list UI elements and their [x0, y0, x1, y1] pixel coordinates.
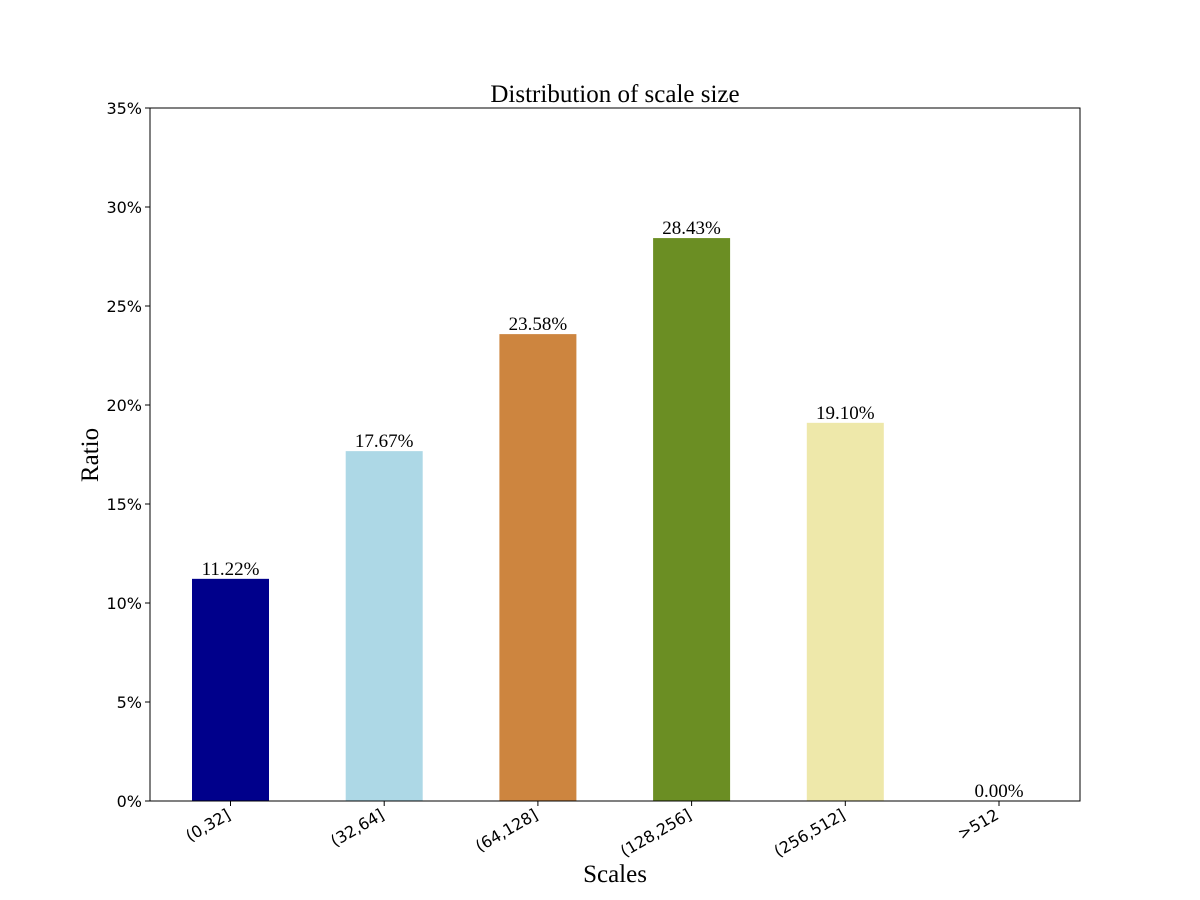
x-axis-ticks: (0,32] (32,64] (64,128] (128,256] (256,512] >…	[182, 801, 1002, 861]
bar	[653, 238, 731, 802]
x-tick-label: (128,256]	[617, 805, 695, 861]
y-tick-label: 25%	[106, 297, 142, 316]
y-tick-label: 15%	[106, 495, 142, 514]
bar-value-label: 19.10%	[816, 403, 875, 424]
x-tick-label: (64,128]	[472, 805, 541, 856]
y-axis-title: Ratio	[77, 428, 104, 482]
bar	[192, 578, 269, 801]
x-tick-label: (0,32]	[182, 805, 233, 846]
bar-value-label: 28.43%	[662, 218, 721, 239]
y-tick-label: 0%	[117, 792, 142, 811]
y-tick-label: 10%	[106, 594, 142, 613]
bar-value-label: 11.22%	[202, 559, 260, 580]
bar	[345, 451, 423, 801]
y-axis-ticks: 0% 5% 10% 15% 20% 25% 30% 35%	[106, 99, 150, 811]
plot-frame	[149, 107, 1081, 802]
plot-area: 11.22% 17.67% 23.58% 28.43% 19.10% 0.00%	[192, 218, 1024, 802]
x-tick-label: (256,512]	[771, 805, 849, 861]
y-tick-label: 35%	[106, 99, 142, 118]
bar	[806, 422, 884, 801]
y-tick-label: 30%	[106, 198, 142, 217]
chart-title: Distribution of scale size	[490, 81, 739, 108]
y-tick-label: 5%	[117, 693, 142, 712]
x-axis-title: Scales	[583, 861, 647, 888]
x-tick-label: >512	[954, 805, 1002, 843]
x-tick-label: (32,64]	[327, 805, 387, 851]
y-tick-label: 20%	[106, 396, 142, 415]
bar-value-label: 17.67%	[355, 431, 414, 452]
bar	[499, 334, 577, 801]
bar-value-label: 23.58%	[509, 314, 568, 335]
bar-value-label: 0.00%	[974, 781, 1023, 802]
